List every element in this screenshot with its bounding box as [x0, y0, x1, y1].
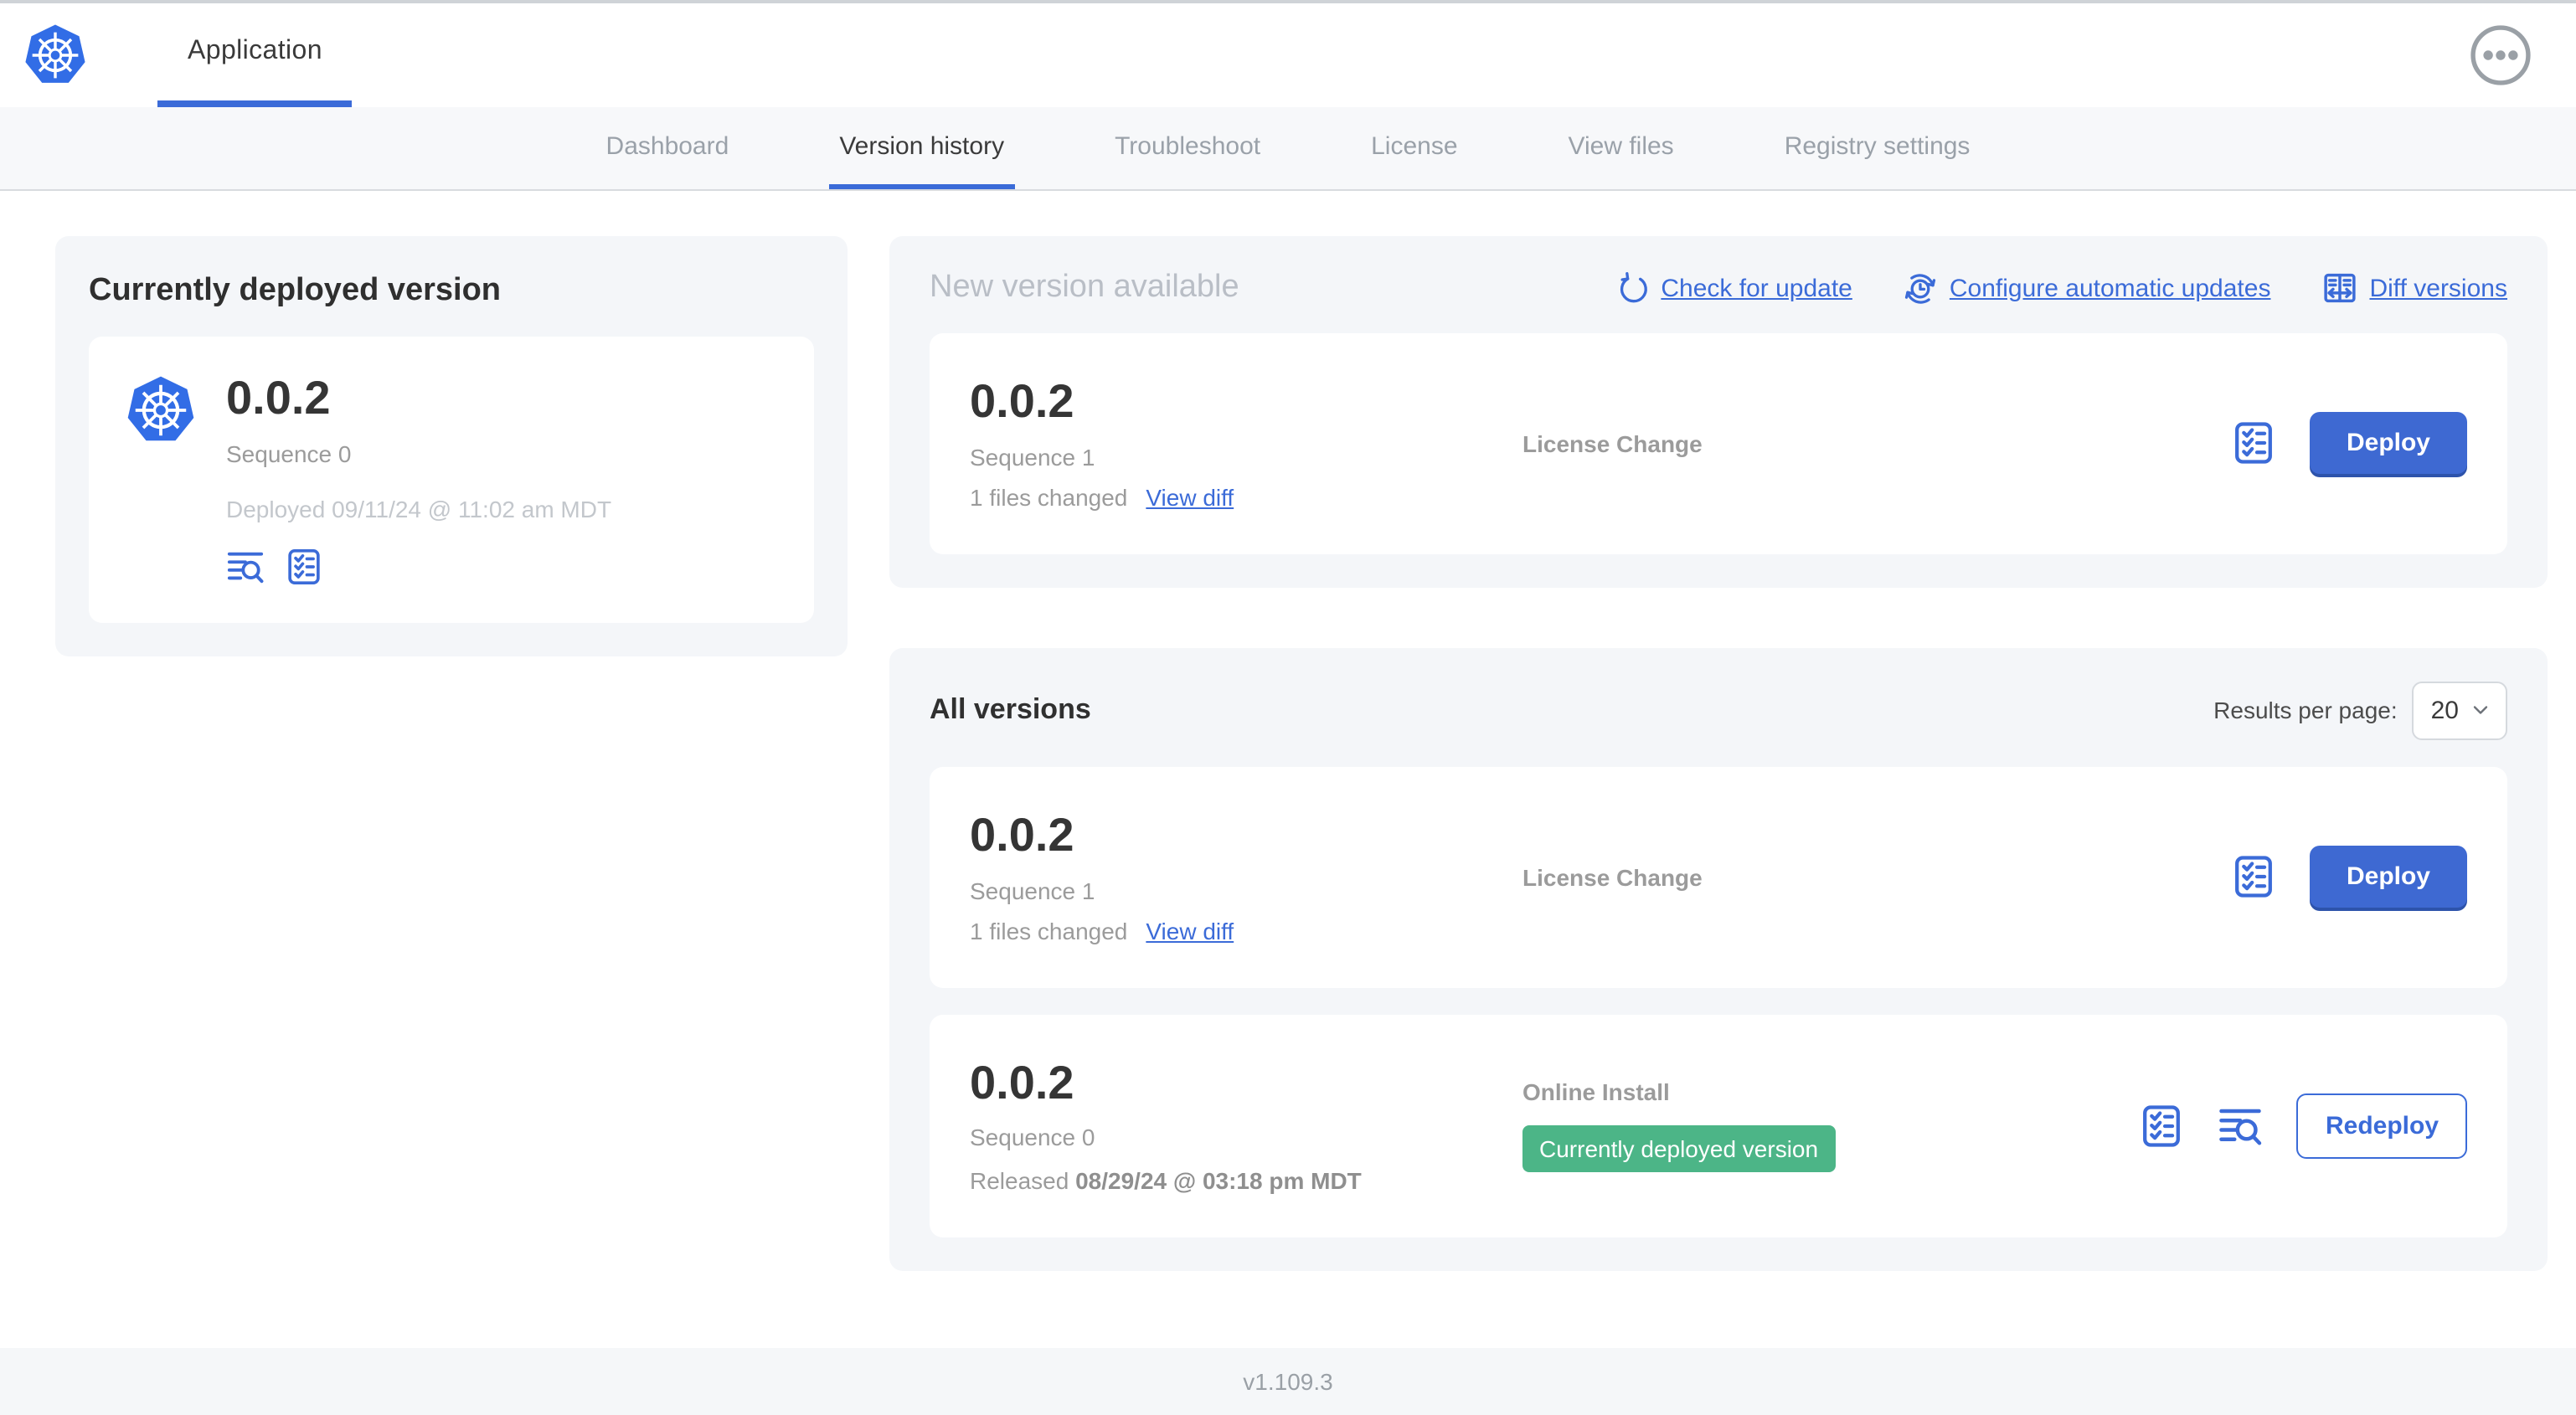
deploy-button[interactable]: Deploy [2309, 412, 2467, 475]
kubernetes-logo-icon [126, 373, 196, 447]
version-number: 0.0.2 [970, 808, 1074, 861]
chevron-down-icon [2473, 706, 2488, 715]
redeploy-button[interactable]: Redeploy [2296, 1093, 2467, 1159]
deployed-timestamp: Deployed 09/11/24 @ 11:02 am MDT [226, 495, 612, 522]
new-version-title: New version available [930, 270, 1239, 305]
version-source-label: Online Install [1522, 1078, 1670, 1106]
version-row: 0.0.2 Sequence 0 Released 08/29/24 @ 03:… [930, 1014, 2507, 1238]
tab-application[interactable]: Application [157, 3, 353, 107]
view-diff-link[interactable]: View diff [1146, 483, 1234, 511]
version-number: 0.0.2 [970, 1056, 1074, 1109]
release-notes-icon[interactable] [2218, 1104, 2264, 1149]
kubernetes-logo-icon [23, 22, 87, 89]
preflight-checks-icon[interactable] [2231, 854, 2276, 899]
configure-automatic-updates-link[interactable]: Configure automatic updates [1903, 270, 2270, 306]
diff-icon [2323, 273, 2356, 303]
tab-dashboard[interactable]: Dashboard [605, 131, 729, 160]
schedule-update-icon [1904, 273, 1935, 303]
sequence-label: Sequence 1 [970, 443, 1095, 471]
app-tab-label: Application [188, 37, 322, 65]
refresh-icon [1620, 271, 1647, 303]
version-source-label: License Change [1522, 863, 1703, 891]
preflight-checks-icon[interactable] [2140, 1104, 2185, 1149]
all-versions-title: All versions [930, 693, 1091, 726]
release-notes-icon[interactable] [226, 548, 265, 586]
overflow-menu-button[interactable] [2469, 23, 2532, 87]
app-footer: v1.109.3 [0, 1348, 2576, 1415]
released-timestamp: Released 08/29/24 @ 03:18 pm MDT [970, 1167, 1362, 1195]
version-number: 0.0.2 [970, 375, 1074, 427]
version-source-label: License Change [1522, 430, 1703, 457]
app-header: Application [0, 3, 2576, 107]
current-version-card: 0.0.2 Sequence 0 Deployed 09/11/24 @ 11:… [89, 337, 814, 623]
diff-versions-link[interactable]: Diff versions [2321, 270, 2507, 306]
currently-deployed-badge: Currently deployed version [1522, 1125, 1836, 1173]
version-number: 0.0.2 [226, 372, 331, 424]
tab-registry-settings[interactable]: Registry settings [1784, 131, 1971, 160]
files-changed-label: 1 files changed [970, 483, 1128, 511]
sequence-label: Sequence 0 [970, 1124, 1095, 1151]
new-version-panel: New version available Check for update C… [889, 236, 2548, 588]
console-version-label: v1.109.3 [1243, 1368, 1333, 1395]
results-per-page-select[interactable]: 20 [2412, 681, 2507, 740]
window-top-border [0, 0, 2576, 3]
files-changed-label: 1 files changed [970, 917, 1128, 944]
sequence-label: Sequence 1 [970, 877, 1095, 904]
tab-version-history[interactable]: Version history [829, 107, 1015, 189]
deploy-button[interactable]: Deploy [2309, 846, 2467, 908]
currently-deployed-panel: Currently deployed version 0.0.2 Sequenc… [55, 236, 848, 656]
preflight-checks-icon[interactable] [2231, 421, 2276, 466]
main-nav: Dashboard Version history Troubleshoot L… [0, 107, 2576, 191]
all-versions-panel: All versions Results per page: 20 0.0.2 … [889, 647, 2548, 1272]
tab-view-files[interactable]: View files [1568, 131, 1674, 160]
sequence-label: Sequence 0 [226, 440, 352, 467]
new-version-row: 0.0.2 Sequence 1 1 files changed View di… [930, 333, 2507, 554]
preflight-checks-icon[interactable] [285, 548, 323, 586]
tab-license[interactable]: License [1371, 131, 1458, 160]
right-column: New version available Check for update C… [889, 236, 2548, 1272]
tab-troubleshoot[interactable]: Troubleshoot [1115, 131, 1261, 160]
check-for-update-link[interactable]: Check for update [1615, 271, 1852, 305]
results-per-page-label: Results per page: [2213, 697, 2398, 724]
main-content: Currently deployed version 0.0.2 Sequenc… [0, 191, 2576, 1348]
ellipsis-icon [2469, 23, 2532, 87]
version-row: 0.0.2 Sequence 1 1 files changed View di… [930, 766, 2507, 988]
currently-deployed-title: Currently deployed version [89, 273, 502, 308]
view-diff-link[interactable]: View diff [1146, 917, 1234, 944]
